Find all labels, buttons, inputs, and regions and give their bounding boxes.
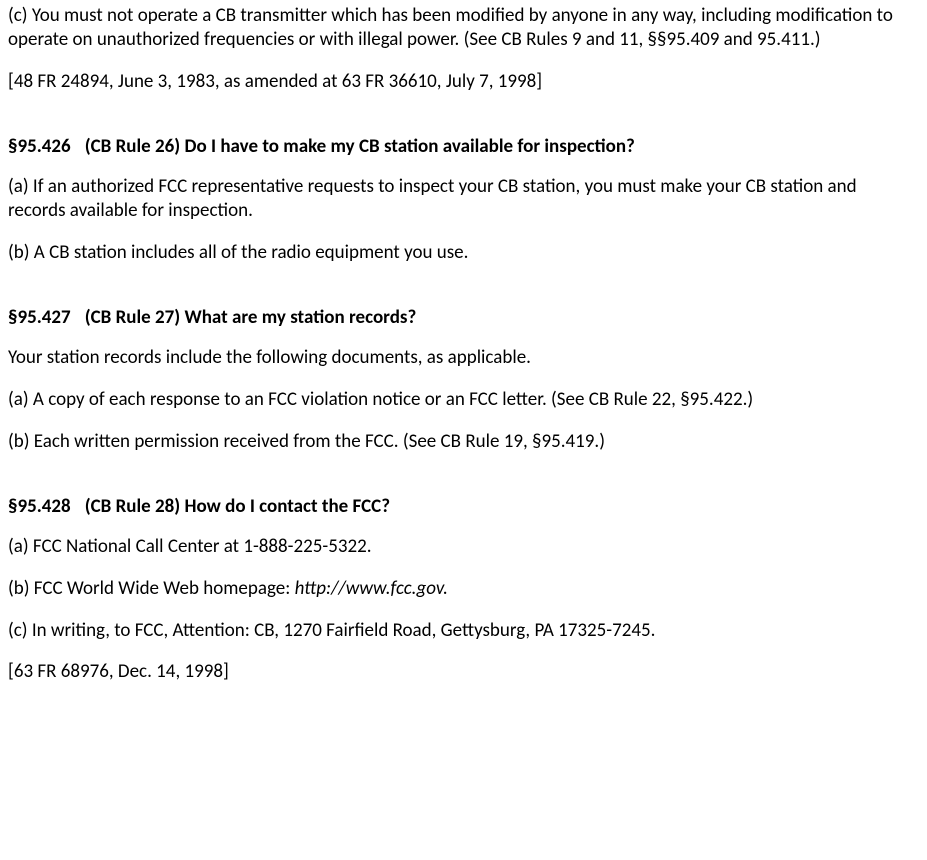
section-heading-95-426: §95.426(CB Rule 26) Do I have to make my… [8,135,915,159]
section-title: (CB Rule 28) How do I contact the FCC? [85,495,390,518]
paragraph-428-c: (c) In writing, to FCC, Attention: CB, 1… [8,619,915,643]
section-heading-95-428: §95.428(CB Rule 28) How do I contact the… [8,495,915,519]
paragraph-c: (c) You must not operate a CB transmitte… [8,4,915,52]
section-heading-95-427: §95.427(CB Rule 27) What are my station … [8,306,915,330]
paragraph-428-a: (a) FCC National Call Center at 1-888-22… [8,535,915,559]
section-title: (CB Rule 26) Do I have to make my CB sta… [85,135,635,158]
citation-top: [48 FR 24894, June 3, 1983, as amended a… [8,70,915,94]
paragraph-427-intro: Your station records include the followi… [8,346,915,370]
paragraph-428-b: (b) FCC World Wide Web homepage: http://… [8,577,915,601]
section-gap [8,282,915,306]
paragraph-427-b: (b) Each written permission received fro… [8,430,915,454]
section-gap [8,111,915,135]
citation-428: [63 FR 68976, Dec. 14, 1998] [8,660,915,684]
section-number: §95.427 [8,306,85,330]
paragraph-428-b-prefix: (b) FCC World Wide Web homepage: [8,577,295,600]
section-number: §95.428 [8,495,85,519]
paragraph-427-a: (a) A copy of each response to an FCC vi… [8,388,915,412]
paragraph-426-a: (a) If an authorized FCC representative … [8,175,915,223]
paragraph-426-b: (b) A CB station includes all of the rad… [8,241,915,265]
section-gap [8,471,915,495]
section-number: §95.426 [8,135,85,159]
section-title: (CB Rule 27) What are my station records… [85,306,417,329]
fcc-url: http://www.fcc.gov. [295,577,448,600]
